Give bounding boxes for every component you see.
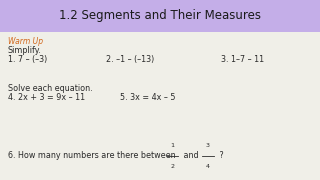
Bar <box>0 0 320 31</box>
Text: Simplify.: Simplify. <box>8 46 42 55</box>
Text: Warm Up: Warm Up <box>8 37 43 46</box>
Text: 6. How many numbers are there between: 6. How many numbers are there between <box>8 151 178 160</box>
Text: 4: 4 <box>206 164 210 169</box>
Text: 2: 2 <box>171 164 174 169</box>
Text: ?: ? <box>217 151 224 160</box>
Text: 3. 1–7 – 11: 3. 1–7 – 11 <box>221 55 264 64</box>
Text: 4. 2x + 3 = 9x – 11: 4. 2x + 3 = 9x – 11 <box>8 93 85 102</box>
Text: and: and <box>181 151 202 160</box>
Text: 5. 3x = 4x – 5: 5. 3x = 4x – 5 <box>120 93 175 102</box>
Text: 1.2 Segments and Their Measures: 1.2 Segments and Their Measures <box>59 9 261 22</box>
Text: 3: 3 <box>206 143 210 148</box>
Text: 1: 1 <box>170 143 174 148</box>
Text: 2. –1 – (–13): 2. –1 – (–13) <box>106 55 154 64</box>
Text: 1. 7 – (–3): 1. 7 – (–3) <box>8 55 47 64</box>
Text: Solve each equation.: Solve each equation. <box>8 84 92 93</box>
